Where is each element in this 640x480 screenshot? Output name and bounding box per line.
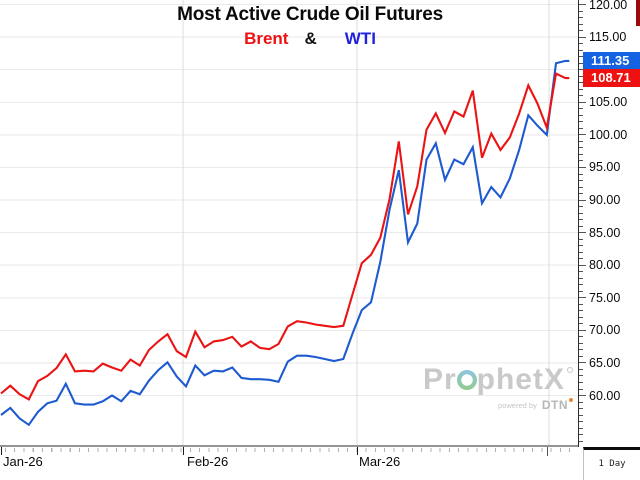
wti-line xyxy=(0,59,570,427)
price-axis-minor-tick xyxy=(579,127,583,129)
month-tick xyxy=(1,447,2,455)
price-axis-label: 95.00 xyxy=(589,160,621,175)
price-axis-minor-tick xyxy=(579,434,583,436)
price-axis-label: 80.00 xyxy=(589,258,621,273)
corner-indicator xyxy=(636,0,640,26)
price-axis-major-tick xyxy=(579,199,586,201)
price-axis-minor-tick xyxy=(579,382,583,383)
price-axis-label: 65.00 xyxy=(589,355,621,370)
price-axis-minor-tick xyxy=(579,323,583,325)
price-axis-minor-tick xyxy=(579,258,583,260)
price-axis-minor-tick xyxy=(579,121,583,123)
price-axis-minor-tick xyxy=(579,238,583,240)
month-label: Mar-26 xyxy=(359,454,401,469)
price-axis-major-tick xyxy=(579,297,586,299)
time-axis[interactable]: Jan-26 Feb-26 Mar-26 xyxy=(0,447,578,480)
month-tick xyxy=(183,447,184,455)
price-axis-major-tick xyxy=(579,4,586,6)
price-axis-major-tick xyxy=(579,362,586,364)
price-axis-minor-tick xyxy=(579,147,583,149)
price-axis-label: 120.00 xyxy=(589,0,628,12)
price-axis-minor-tick xyxy=(579,23,583,25)
price-axis-minor-tick xyxy=(579,62,583,64)
price-axis-minor-tick xyxy=(579,75,583,77)
price-axis-minor-tick xyxy=(579,271,583,273)
price-axis-minor-tick xyxy=(579,206,583,207)
month-tick xyxy=(357,447,358,455)
price-axis-minor-tick xyxy=(579,30,583,32)
price-axis-label: 115.00 xyxy=(589,30,627,45)
price-axis-minor-tick xyxy=(579,408,583,409)
price-axis-minor-tick xyxy=(579,277,583,279)
price-axis-minor-tick xyxy=(579,245,583,247)
price-axis-major-tick xyxy=(579,69,586,71)
price-axis-minor-tick xyxy=(579,290,583,292)
price-axis-major-tick xyxy=(579,134,586,136)
chart-plot-area[interactable]: Most Active Crude Oil Futures Brent & WTI … xyxy=(0,0,578,447)
price-axis-minor-tick xyxy=(579,114,583,116)
price-axis-minor-tick xyxy=(579,82,583,84)
price-axis-minor-tick xyxy=(579,368,583,370)
price-axis-major-tick xyxy=(579,166,586,168)
daily-tick-marks xyxy=(5,448,575,452)
price-axis-major-tick xyxy=(579,329,586,331)
timeframe-label[interactable]: 1 Day xyxy=(583,447,640,480)
price-axis-minor-tick xyxy=(579,421,583,422)
price-axis-minor-tick xyxy=(579,43,583,45)
price-axis-minor-tick xyxy=(579,440,583,442)
month-label: Feb-26 xyxy=(187,454,229,469)
brent-line xyxy=(0,72,570,401)
price-axis-minor-tick xyxy=(579,375,583,377)
price-axis-label: 90.00 xyxy=(589,193,621,207)
price-axis-minor-tick xyxy=(579,108,583,110)
month-label: Jan-26 xyxy=(3,454,43,469)
price-axis-minor-tick xyxy=(579,219,583,221)
price-axis-major-tick xyxy=(579,101,586,103)
price-axis-label: 85.00 xyxy=(589,225,621,240)
price-axis-minor-tick xyxy=(579,212,583,214)
price-axis-major-tick xyxy=(579,395,586,396)
price-axis-minor-tick xyxy=(579,160,583,162)
price-axis-minor-tick xyxy=(579,401,583,403)
price-axis-minor-tick xyxy=(579,180,583,181)
price-axis-minor-tick xyxy=(579,427,583,429)
week-tick xyxy=(547,447,548,456)
price-axis-minor-tick xyxy=(579,193,583,194)
wti-last-price-badge: 111.35 xyxy=(583,51,640,70)
price-axis-minor-tick xyxy=(579,173,583,175)
price-axis-label: 60.00 xyxy=(589,388,621,403)
price-axis-minor-tick xyxy=(579,17,583,19)
price-axis-major-tick xyxy=(579,232,586,234)
price-axis-minor-tick xyxy=(579,10,583,12)
price-axis-minor-tick xyxy=(579,88,583,90)
price-axis-minor-tick xyxy=(579,284,583,286)
price-axis-minor-tick xyxy=(579,225,583,227)
price-axis-minor-tick xyxy=(579,310,583,312)
price-axis-major-tick xyxy=(579,264,586,266)
price-axis-minor-tick xyxy=(579,95,583,97)
price-axis-minor-tick xyxy=(579,49,583,51)
price-axis-minor-tick xyxy=(579,316,583,318)
price-axis-minor-tick xyxy=(579,355,583,357)
price-axis-minor-tick xyxy=(579,388,583,390)
price-chart-svg xyxy=(0,0,578,445)
price-axis-minor-tick xyxy=(579,140,583,142)
price-axis-minor-tick xyxy=(579,56,583,58)
price-axis-label: 105.00 xyxy=(589,95,628,110)
price-axis-minor-tick xyxy=(579,342,583,344)
price-axis-minor-tick xyxy=(579,414,583,416)
price-axis-minor-tick xyxy=(579,349,583,351)
price-axis-minor-tick xyxy=(579,251,583,253)
price-axis-minor-tick xyxy=(579,186,583,188)
price-axis-minor-tick xyxy=(579,153,583,155)
price-axis-major-tick xyxy=(579,36,586,38)
price-axis[interactable]: 111.35 108.71 120.00115.00110.00105.0010… xyxy=(578,0,640,447)
price-axis-label: 75.00 xyxy=(589,290,621,305)
price-axis-label: 100.00 xyxy=(589,127,628,142)
price-axis-label: 70.00 xyxy=(589,323,621,338)
brent-last-price-badge: 108.71 xyxy=(583,69,640,88)
price-axis-minor-tick xyxy=(579,336,583,338)
price-axis-minor-tick xyxy=(579,303,583,305)
